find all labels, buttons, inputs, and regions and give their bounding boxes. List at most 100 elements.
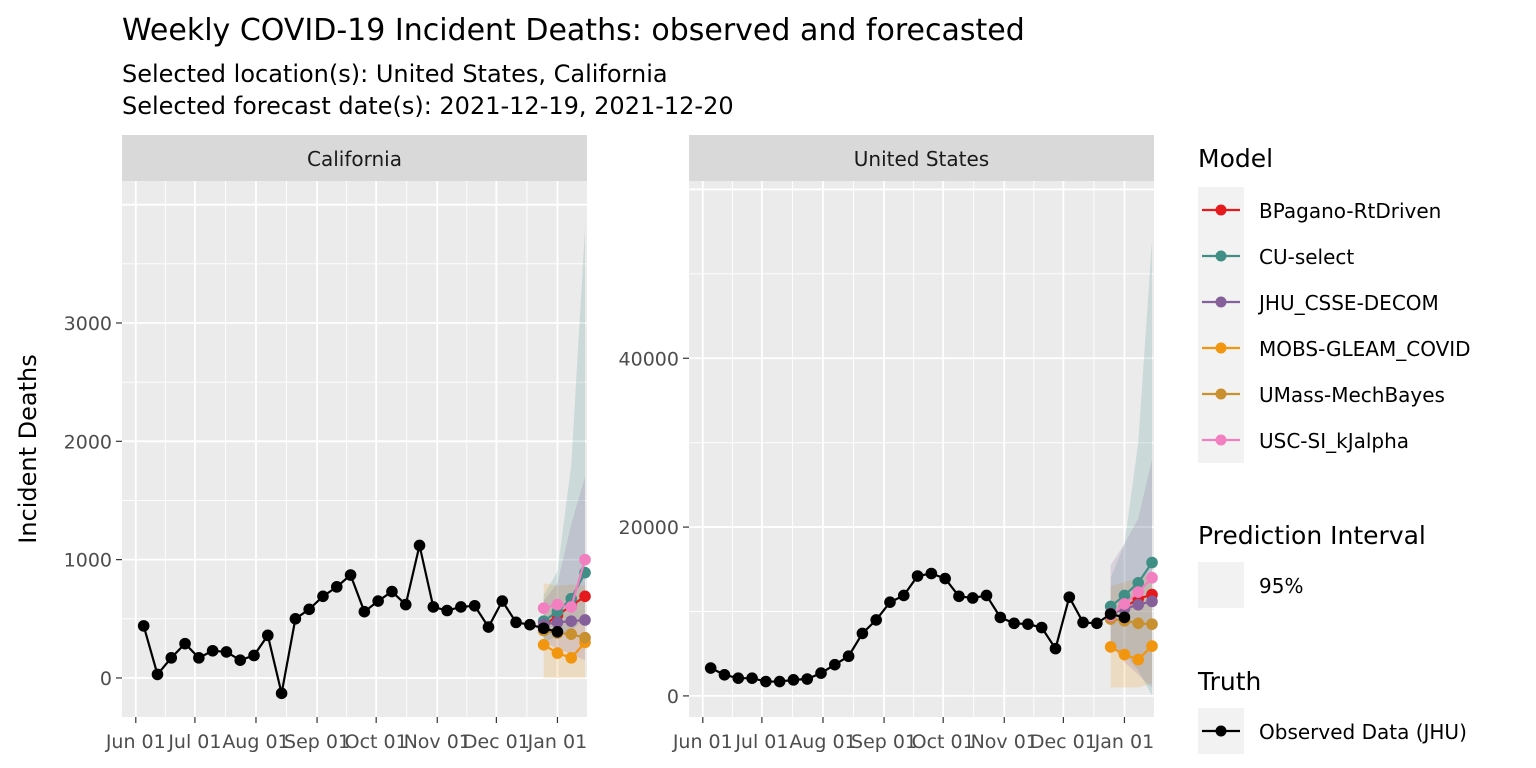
truth-point <box>551 626 564 638</box>
truth-point <box>262 629 274 642</box>
forecast-point <box>565 615 578 627</box>
facet-panel-california: California 0 1000 2000 3000 Jun 01 Jul 01 Aug 0… <box>64 135 591 753</box>
truth-point <box>1104 608 1117 620</box>
facet-strip-label: California <box>307 147 402 171</box>
truth-point <box>303 603 315 616</box>
facet-strip <box>122 135 587 181</box>
forecast-point <box>1118 589 1131 602</box>
forecast-point <box>579 590 591 603</box>
forecast-point <box>1146 556 1158 569</box>
truth-point <box>496 595 509 607</box>
forecast-point <box>1146 571 1158 584</box>
legend-item-label: UMass-MechBayes <box>1259 383 1445 407</box>
legend-key-point <box>1215 250 1227 262</box>
y-tick-label: 40000 <box>619 348 679 370</box>
truth-point <box>980 589 993 602</box>
truth-point <box>815 667 827 679</box>
forecast-point <box>537 602 550 614</box>
x-tick-label: Dec 01 <box>1030 731 1097 753</box>
truth-point <box>289 612 302 625</box>
forecast-point <box>1132 617 1145 630</box>
legend-truth-point <box>1215 725 1227 737</box>
x-tick-label: Jun 01 <box>672 731 733 753</box>
forecast-line <box>543 618 586 626</box>
forecast-point <box>1132 576 1145 589</box>
truth-point <box>856 627 869 640</box>
x-tick-label: Oct 01 <box>345 731 408 753</box>
y-tick-label: 2000 <box>64 431 112 453</box>
truth-point <box>427 601 440 613</box>
forecast-point <box>1118 648 1131 661</box>
truth-point <box>842 650 855 663</box>
facet-panel-united-states: United States 0 20000 40000 Jun 01 Jul 01 Aug … <box>619 135 1158 753</box>
truth-point <box>275 687 288 700</box>
truth-point <box>193 652 205 664</box>
truth-point <box>386 585 398 598</box>
legend-item-label: JHU_CSSE-DECOM <box>1257 291 1439 315</box>
legend-item-label: USC-SI_kJalpha <box>1259 429 1409 453</box>
truth-point <box>966 592 979 604</box>
truth-point <box>1022 618 1034 630</box>
truth-point <box>482 621 495 633</box>
legend: Model BPagano-RtDriven CU-select JHU_CSSE-… <box>1197 144 1471 754</box>
truth-point <box>1091 617 1103 630</box>
truth-point <box>925 567 938 580</box>
forecast-point <box>1132 598 1145 611</box>
x-tick-label: Jun 01 <box>105 731 166 753</box>
forecast-point <box>565 628 578 640</box>
chart-subtitle-locations: Selected location(s): United States, Cal… <box>122 60 668 88</box>
forecast-line <box>1109 561 1153 608</box>
forecast-point <box>579 553 591 566</box>
x-tick-label: Aug 01 <box>789 731 856 753</box>
truth-point <box>911 570 924 582</box>
truth-point <box>773 675 786 688</box>
truth-point <box>704 662 717 674</box>
legend-item-label: BPagano-RtDriven <box>1259 199 1441 223</box>
x-tick-label: Jul 01 <box>734 731 788 753</box>
truth-point <box>994 611 1007 624</box>
x-tick-label: Nov 01 <box>404 731 471 753</box>
forecast-line <box>542 595 586 627</box>
y-tick-label: 0 <box>667 686 679 708</box>
forecast-point <box>1146 595 1158 608</box>
truth-point <box>524 618 536 631</box>
forecast-point <box>565 652 578 664</box>
truth-point <box>358 605 371 618</box>
truth-point <box>344 569 357 581</box>
truth-point <box>372 595 384 607</box>
truth-point <box>870 614 882 626</box>
legend-interval-title: Prediction Interval <box>1198 521 1426 550</box>
truth-point <box>718 668 731 681</box>
truth-point <box>884 596 896 609</box>
legend-key-point <box>1215 388 1227 400</box>
panel-background <box>122 181 587 717</box>
truth-point <box>939 572 951 585</box>
truth-point <box>760 675 772 688</box>
x-tick-label: Jan 01 <box>527 731 588 753</box>
legend-key-point <box>1215 204 1227 216</box>
legend-truth-title: Truth <box>1197 667 1261 696</box>
forecast-line <box>543 559 587 610</box>
truth-point <box>151 668 164 681</box>
legend-truth-label: Observed Data (JHU) <box>1259 720 1467 744</box>
forecast-point <box>1146 618 1158 630</box>
truth-point <box>330 581 343 593</box>
x-tick-label: Dec 01 <box>463 731 530 753</box>
forecast-line <box>1110 645 1153 661</box>
truth-point <box>165 652 178 664</box>
facet-strip <box>689 135 1154 181</box>
legend-interval-key <box>1198 562 1244 608</box>
forecast-point <box>551 616 564 629</box>
legend-interval-label: 95% <box>1259 574 1303 598</box>
x-tick-label: Sep 01 <box>851 731 917 753</box>
truth-point <box>746 672 758 684</box>
truth-point <box>413 539 426 552</box>
truth-point <box>468 599 481 612</box>
forecast-line <box>543 641 586 660</box>
truth-point <box>897 589 910 602</box>
truth-point <box>137 620 150 632</box>
truth-point <box>1118 611 1131 624</box>
forecast-line <box>1110 617 1153 626</box>
